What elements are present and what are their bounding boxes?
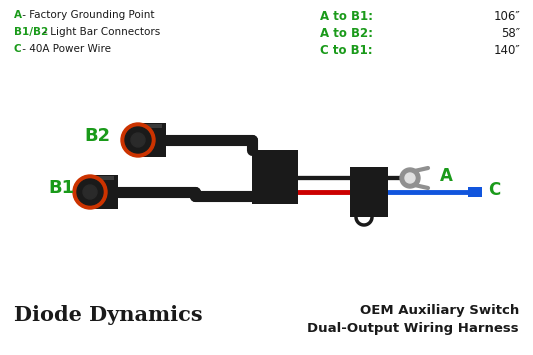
Bar <box>138 123 166 157</box>
Bar <box>90 175 118 209</box>
Circle shape <box>405 173 415 183</box>
Text: B2: B2 <box>84 127 110 145</box>
Circle shape <box>131 133 145 147</box>
Circle shape <box>400 168 420 188</box>
Bar <box>350 167 388 217</box>
Text: B1/B2: B1/B2 <box>14 27 49 37</box>
Text: C: C <box>14 44 22 54</box>
Text: - 40A Power Wire: - 40A Power Wire <box>19 44 111 54</box>
Text: OEM Auxiliary Switch: OEM Auxiliary Switch <box>360 304 519 317</box>
Text: A to B1:: A to B1: <box>320 10 373 23</box>
Text: A to B2:: A to B2: <box>320 27 373 40</box>
Text: 106″: 106″ <box>493 10 520 23</box>
Text: Diode Dynamics: Diode Dynamics <box>14 305 203 325</box>
Bar <box>142 124 162 128</box>
Text: A: A <box>440 167 453 185</box>
Text: Dual-Output Wiring Harness: Dual-Output Wiring Harness <box>308 322 519 335</box>
Circle shape <box>73 175 107 209</box>
Circle shape <box>83 185 97 199</box>
Text: C to B1:: C to B1: <box>320 44 373 57</box>
Text: 58″: 58″ <box>501 27 520 40</box>
Bar <box>94 176 114 180</box>
Text: A: A <box>14 10 22 20</box>
Text: B1: B1 <box>48 179 74 197</box>
Circle shape <box>77 179 103 205</box>
Text: C: C <box>488 181 500 199</box>
Circle shape <box>125 127 151 153</box>
Circle shape <box>121 123 155 157</box>
Text: - Light Bar Connectors: - Light Bar Connectors <box>40 27 160 37</box>
Bar <box>252 150 298 204</box>
Text: 140″: 140″ <box>493 44 520 57</box>
Text: - Factory Grounding Point: - Factory Grounding Point <box>19 10 155 20</box>
Bar <box>468 187 482 197</box>
